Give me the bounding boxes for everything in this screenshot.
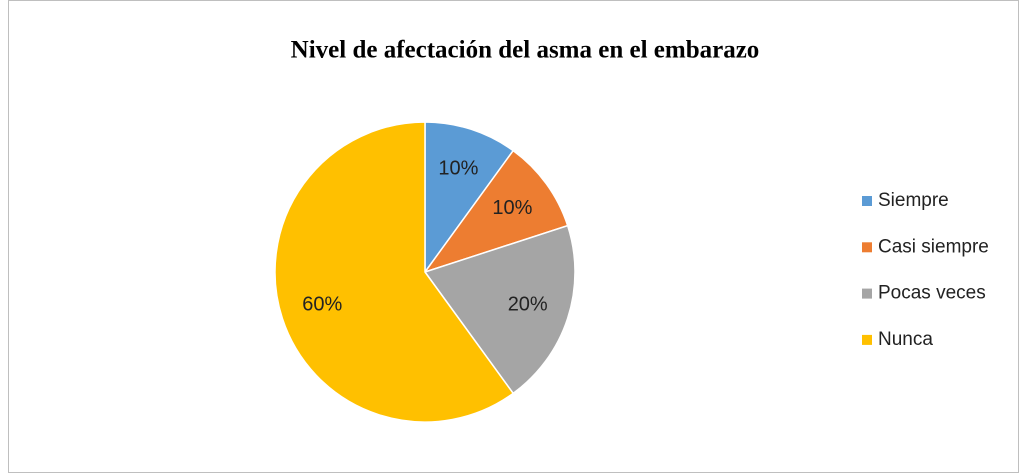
legend-swatch [862,196,872,206]
legend-label: Nunca [878,329,933,350]
legend-label: Pocas veces [878,283,986,304]
data-label: 60% [302,294,342,316]
data-label: 10% [492,197,532,219]
pie-slice [274,121,515,423]
pie-slice [423,224,576,395]
pie-slice [423,149,569,274]
legend-swatch [862,288,872,299]
pie-slice [424,121,515,275]
legend-swatch [862,242,872,253]
data-label: 20% [508,294,548,316]
data-label: 10% [438,158,478,180]
chart-title: Nivel de afectación del asma en el embar… [291,37,760,64]
legend-label: Casi siempre [878,236,989,257]
legend-label: Siempre [878,190,949,211]
legend-swatch [862,334,872,345]
